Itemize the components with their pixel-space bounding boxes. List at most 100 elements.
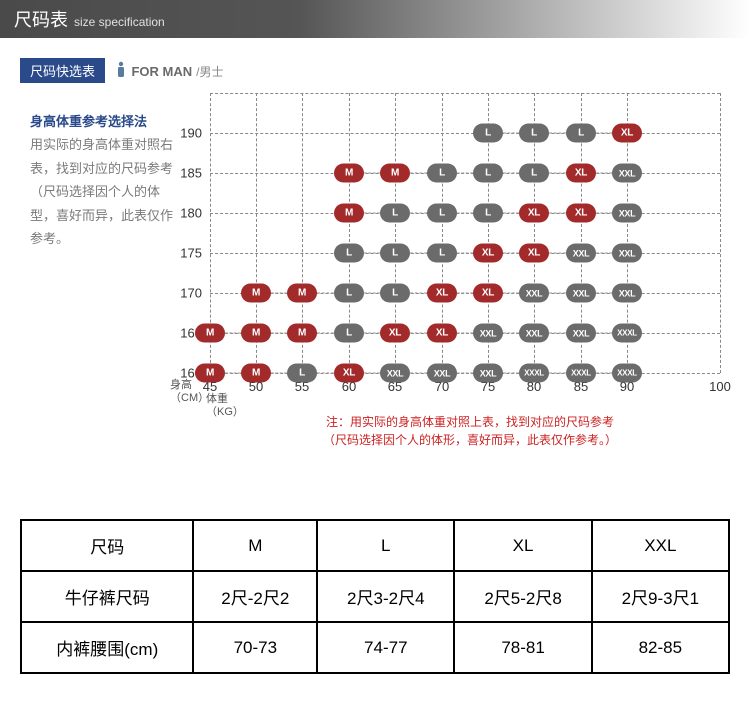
dot-connector bbox=[549, 253, 566, 254]
size-dot: L bbox=[566, 124, 596, 143]
size-dot: XXXL bbox=[519, 364, 549, 383]
size-dot: XXL bbox=[519, 284, 549, 303]
dot-connector bbox=[596, 173, 612, 174]
size-dot: L bbox=[519, 164, 549, 183]
chart-wrap: 4550556065707580859010019018518017517016… bbox=[210, 93, 730, 449]
dot-connector bbox=[503, 373, 519, 374]
footnote-line1: 注：用实际的身高体重对照上表，找到对应的尺码参考 bbox=[210, 413, 730, 431]
dot-connector bbox=[549, 373, 566, 374]
dot-connector bbox=[549, 333, 566, 334]
size-dot: L bbox=[427, 244, 457, 263]
dot-connector bbox=[503, 133, 519, 134]
dot-connector bbox=[225, 373, 241, 374]
size-dot: L bbox=[473, 164, 503, 183]
for-man-cn: /男士 bbox=[196, 63, 223, 80]
size-dot: XXL bbox=[612, 244, 642, 263]
dot-connector bbox=[549, 133, 566, 134]
table-row-label: 内裤腰围(cm) bbox=[21, 622, 193, 673]
intro-title: 身高体重参考选择法 bbox=[30, 110, 180, 133]
size-dot: M bbox=[241, 284, 271, 303]
dot-connector bbox=[410, 173, 427, 174]
table-header-cell: XL bbox=[454, 520, 591, 571]
table-header-cell: M bbox=[193, 520, 317, 571]
dot-connector bbox=[317, 293, 334, 294]
dot-connector bbox=[364, 373, 380, 374]
intro-text: 身高体重参考选择法 用实际的身高体重对照右表，找到对应的尺码参考（尺码选择因个人… bbox=[30, 110, 180, 250]
dot-connector bbox=[549, 213, 566, 214]
dot-connector bbox=[457, 373, 473, 374]
x-axis-caption: 体重 （KG） bbox=[206, 393, 244, 419]
size-dot: L bbox=[427, 164, 457, 183]
size-dot: XL bbox=[427, 284, 457, 303]
dot-connector bbox=[457, 293, 473, 294]
dot-connector bbox=[271, 293, 287, 294]
size-dot: L bbox=[334, 244, 364, 263]
for-man-en: FOR MAN bbox=[131, 64, 192, 79]
size-dot: XXL bbox=[566, 244, 596, 263]
for-man-label: FOR MAN /男士 bbox=[115, 61, 223, 82]
size-dot: L bbox=[380, 204, 410, 223]
dot-connector bbox=[364, 213, 380, 214]
size-dot: L bbox=[519, 124, 549, 143]
size-dot: XXL bbox=[427, 364, 457, 383]
dot-connector bbox=[596, 213, 612, 214]
dot-connector bbox=[410, 253, 427, 254]
table-row: 内裤腰围(cm)70-7374-7778-8182-85 bbox=[21, 622, 729, 673]
size-chart: 4550556065707580859010019018518017517016… bbox=[210, 93, 720, 373]
dot-connector bbox=[225, 333, 241, 334]
size-dot: XL bbox=[519, 244, 549, 263]
dot-connector bbox=[271, 373, 287, 374]
dot-connector bbox=[596, 333, 612, 334]
dot-connector bbox=[271, 333, 287, 334]
size-dot: L bbox=[380, 244, 410, 263]
dot-connector bbox=[410, 293, 427, 294]
dot-connector bbox=[549, 173, 566, 174]
size-dot: XXL bbox=[473, 324, 503, 343]
man-icon bbox=[115, 61, 127, 82]
size-dot: XXL bbox=[566, 284, 596, 303]
dot-connector bbox=[549, 293, 566, 294]
size-dot: XL bbox=[380, 324, 410, 343]
y-axis-caption: 身高 （CM） bbox=[170, 379, 209, 405]
size-dot: XL bbox=[566, 164, 596, 183]
table-header-row: 尺码MLXLXXL bbox=[21, 520, 729, 571]
dot-connector bbox=[596, 373, 612, 374]
size-dot: L bbox=[287, 364, 317, 383]
size-dot: XXXL bbox=[612, 324, 642, 343]
size-dot: XXXL bbox=[612, 364, 642, 383]
size-dot: XL bbox=[334, 364, 364, 383]
dot-connector bbox=[364, 293, 380, 294]
table-cell: 74-77 bbox=[317, 622, 454, 673]
size-dot: XL bbox=[566, 204, 596, 223]
size-dot: XXL bbox=[519, 324, 549, 343]
dot-connector bbox=[503, 333, 519, 334]
size-dot: XL bbox=[473, 244, 503, 263]
size-dot: L bbox=[334, 284, 364, 303]
dot-connector bbox=[596, 253, 612, 254]
dot-connector bbox=[596, 133, 612, 134]
size-dot: XXL bbox=[612, 204, 642, 223]
size-dot: XXL bbox=[612, 164, 642, 183]
size-dot: XL bbox=[427, 324, 457, 343]
table-row: 牛仔裤尺码2尺-2尺22尺3-2尺42尺5-2尺82尺9-3尺1 bbox=[21, 571, 729, 622]
gridline-v bbox=[720, 93, 721, 373]
dot-connector bbox=[410, 333, 427, 334]
size-dot: XXL bbox=[380, 364, 410, 383]
table-cell: 78-81 bbox=[454, 622, 591, 673]
size-dot: XXXL bbox=[566, 364, 596, 383]
y-tick-label: 180 bbox=[180, 206, 202, 221]
size-dot: L bbox=[380, 284, 410, 303]
dot-connector bbox=[503, 293, 519, 294]
size-dot: M bbox=[241, 324, 271, 343]
y-tick-label: 175 bbox=[180, 246, 202, 261]
size-dot: M bbox=[380, 164, 410, 183]
y-tick-label: 170 bbox=[180, 286, 202, 301]
dot-connector bbox=[596, 293, 612, 294]
size-dot: M bbox=[334, 164, 364, 183]
gridline-h bbox=[210, 93, 720, 94]
dot-connector bbox=[410, 213, 427, 214]
header-title-cn: 尺码表 bbox=[14, 6, 68, 32]
dot-connector bbox=[503, 253, 519, 254]
size-table: 尺码MLXLXXL牛仔裤尺码2尺-2尺22尺3-2尺42尺5-2尺82尺9-3尺… bbox=[20, 519, 730, 674]
size-dot: XXL bbox=[566, 324, 596, 343]
